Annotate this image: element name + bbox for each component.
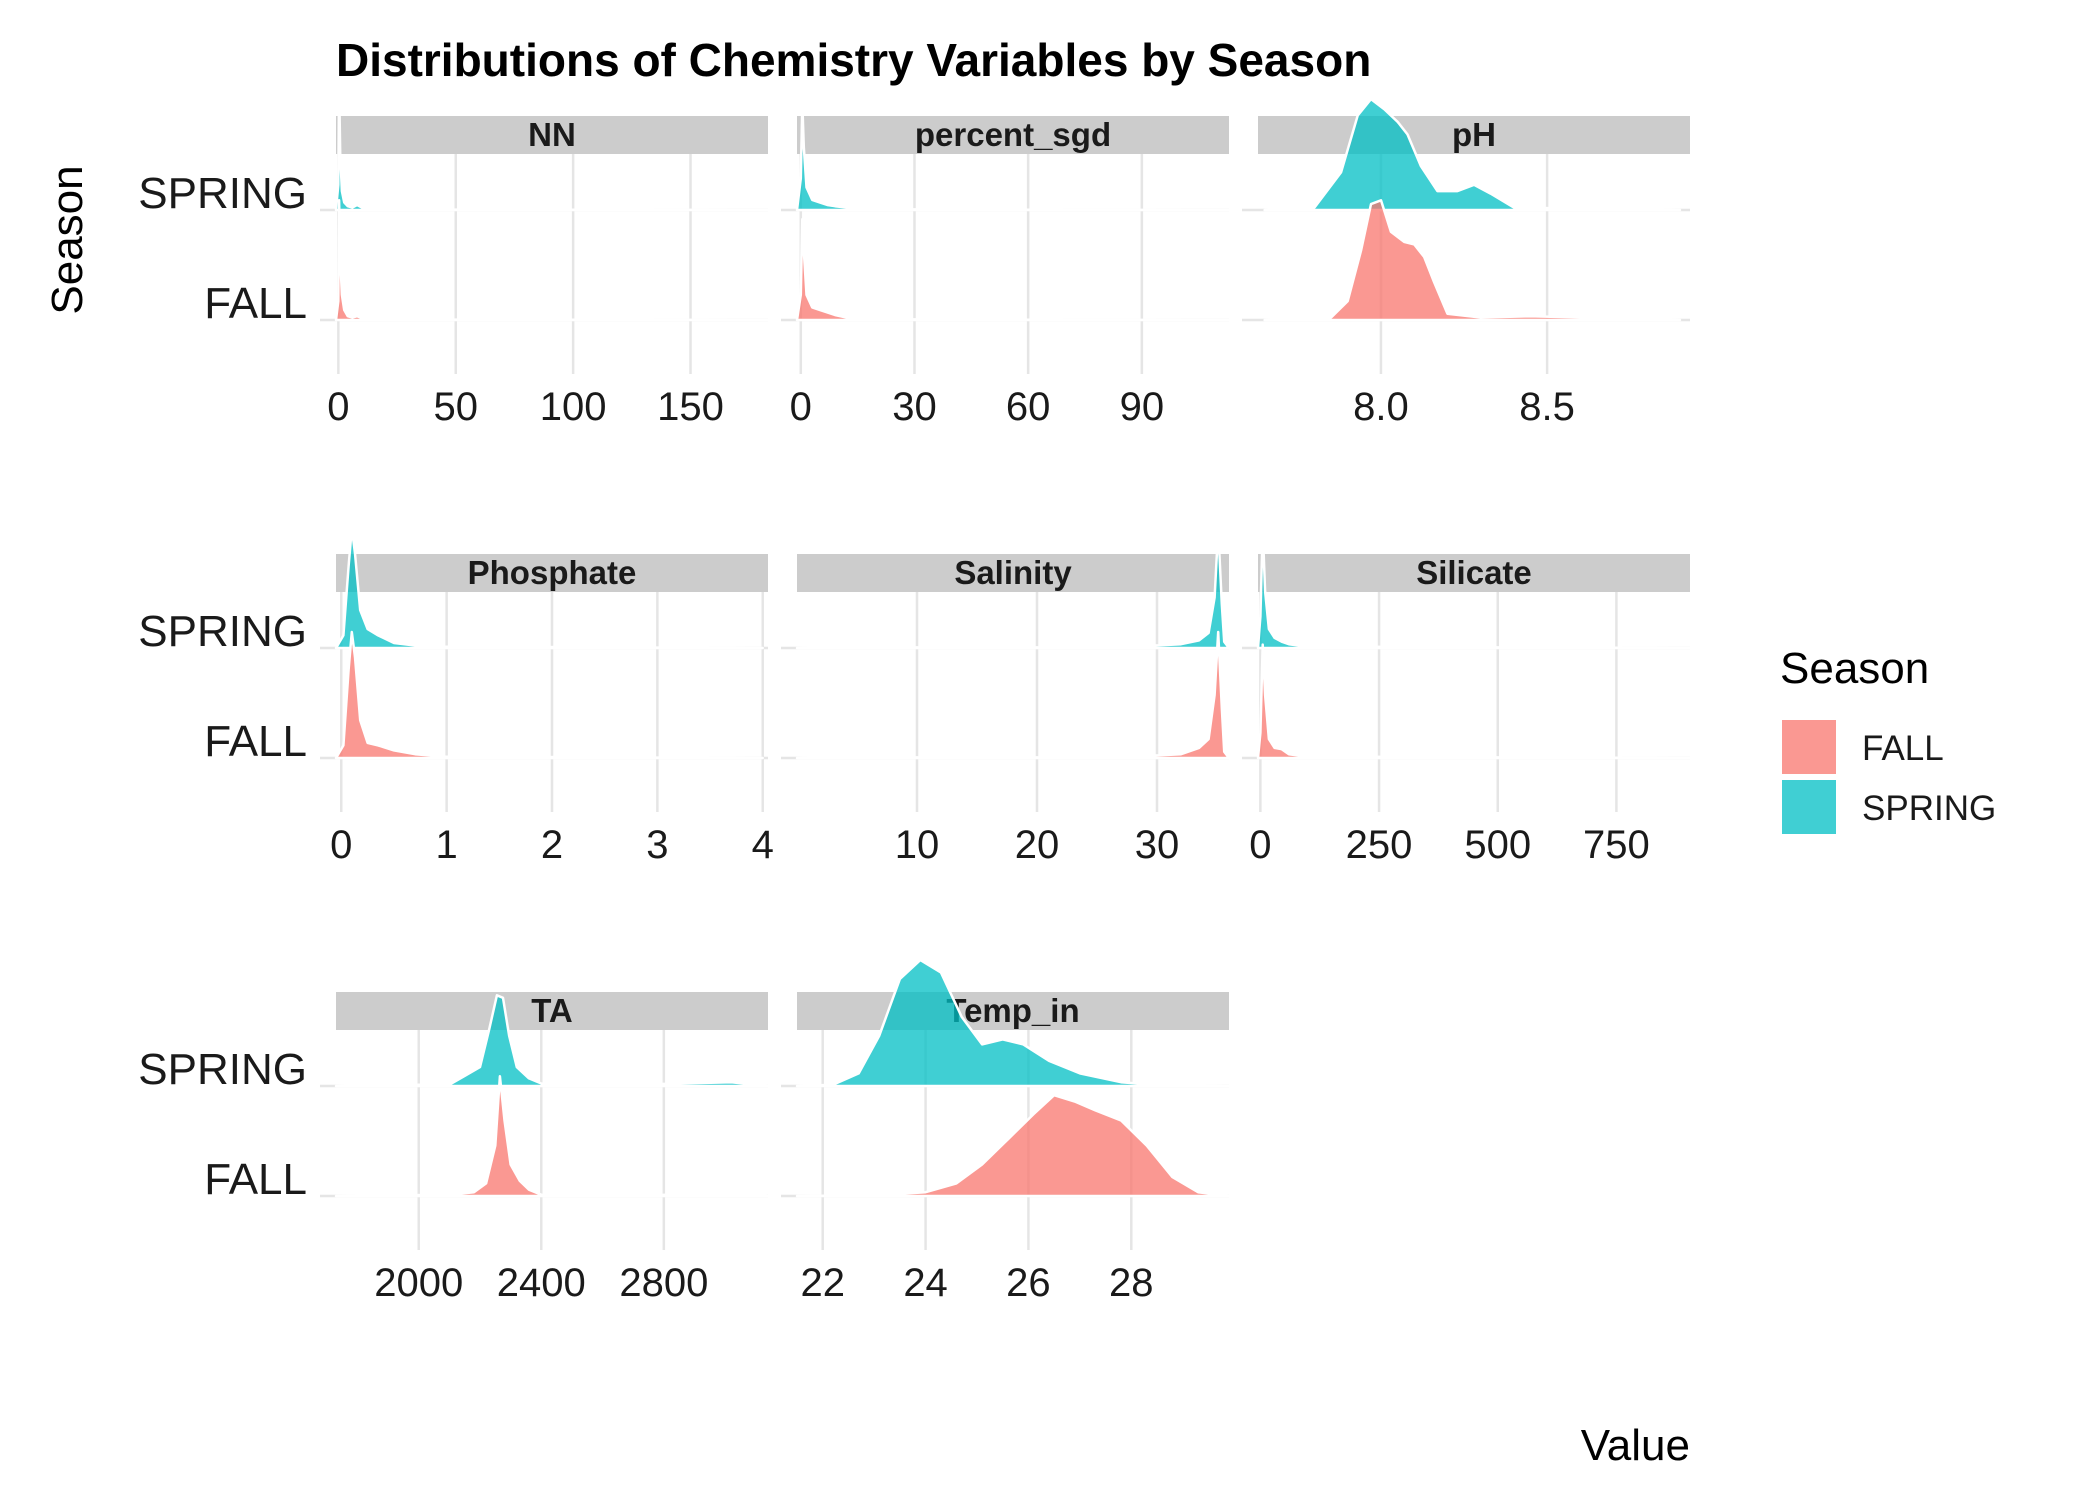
x-tick-label: 250 [1346,823,1413,867]
legend-items: FALL SPRING [1782,720,1996,834]
facet-strip-label: Silicate [1416,554,1532,591]
x-tick-label: 30 [892,385,937,429]
ridge-fall [795,217,1231,322]
ridge-spring [795,101,1231,212]
x-tick-label: 2400 [497,1261,586,1305]
x-tick-label: 500 [1464,823,1531,867]
facet-panel-Phosphate: Phosphate FALL SPRING 0 1 2 3 4 [138,527,774,867]
legend: Season FALL SPRING [1780,644,1996,834]
x-tick-label: 50 [433,385,478,429]
y-tick-label: FALL [204,1155,307,1204]
ridge-fall [334,630,764,760]
ridge-spring [1256,527,1692,650]
facet-strip [1258,116,1690,154]
x-tick-label: 0 [790,385,812,429]
x-tick-label: 3 [646,823,668,867]
facet-panel-TA: TA FALL SPRING 2000 2400 2800 [138,992,770,1305]
x-tick-label: 1 [436,823,458,867]
x-tick-label: 750 [1583,823,1650,867]
facet-strip [336,554,768,592]
ridge-spring [1263,97,1682,212]
x-tick-label: 26 [1006,1261,1051,1305]
facet-panel-percent_sgd: percent_sgd 0 30 60 90 [781,101,1231,429]
y-tick-label: SPRING [138,1045,307,1094]
facet-panel-NN: NN FALL SPRING 0 50 100 150 [138,82,770,429]
ridge-spring [795,527,1231,650]
facet-panel-Silicate: Silicate 0 250 500 750 [1242,527,1692,867]
x-tick-label: 100 [540,385,607,429]
legend-swatch-spring [1782,780,1836,834]
x-tick-label: 4 [752,823,774,867]
x-tick-label: 24 [903,1261,948,1305]
facet-panel-Temp_in: Temp_in 22 24 26 28 [781,958,1231,1305]
facet-strip-label: Salinity [954,554,1072,591]
x-tick-label: 2 [541,823,563,867]
x-tick-label: 2800 [619,1261,708,1305]
x-tick-label: 150 [657,385,724,429]
x-axis-label: Value [1581,1421,1690,1470]
legend-label-spring: SPRING [1862,789,1996,828]
y-tick-label: SPRING [138,169,307,218]
facet-strip [797,992,1229,1030]
ridge-fall [334,199,770,322]
ridge-fall [795,630,1231,760]
y-tick-label: FALL [204,279,307,328]
x-tick-label: 22 [800,1261,845,1305]
ridge-spring [334,994,770,1088]
legend-swatch-fall [1782,720,1836,774]
facet-strip-label: Phosphate [468,554,637,591]
ridge-spring [334,82,770,212]
ridge-fall [334,1075,770,1198]
facet-strip-label: NN [528,116,576,153]
y-tick-label: FALL [204,717,307,766]
y-axis-label: Season [43,165,92,314]
legend-label-fall: FALL [1862,729,1944,768]
facet-strip-label: pH [1452,116,1496,153]
facet-strip [797,554,1229,592]
legend-title: Season [1780,644,1929,693]
x-tick-label: 8.0 [1353,385,1409,429]
ridge-fall [1263,199,1682,322]
x-tick-label: 10 [895,823,940,867]
x-tick-label: 30 [1135,823,1180,867]
facet-strip [797,116,1229,154]
ridge-spring [795,958,1231,1088]
ridge-fall [1256,643,1692,760]
ridge-spring [334,527,764,650]
x-tick-label: 20 [1015,823,1060,867]
facet-strip [336,992,768,1030]
facet-strip-label: Temp_in [946,992,1079,1029]
y-tick-label: SPRING [138,607,307,656]
facet-strip [1258,554,1690,592]
x-tick-label: 8.5 [1519,385,1575,429]
x-tick-label: 60 [1006,385,1051,429]
ridge-fall [795,1093,1231,1198]
facet-strip [336,116,768,154]
x-tick-label: 90 [1120,385,1165,429]
x-tick-label: 0 [327,385,349,429]
facet-strip-label: percent_sgd [915,116,1111,153]
facet-strip-label: TA [531,992,573,1029]
facet-panel-pH: pH 8.0 8.5 [1242,97,1690,429]
x-tick-label: 0 [1249,823,1271,867]
x-tick-label: 2000 [374,1261,463,1305]
x-tick-label: 0 [330,823,352,867]
chart-title: Distributions of Chemistry Variables by … [336,34,1371,86]
x-tick-label: 28 [1109,1261,1154,1305]
facet-panel-Salinity: Salinity 10 20 30 [781,527,1231,867]
